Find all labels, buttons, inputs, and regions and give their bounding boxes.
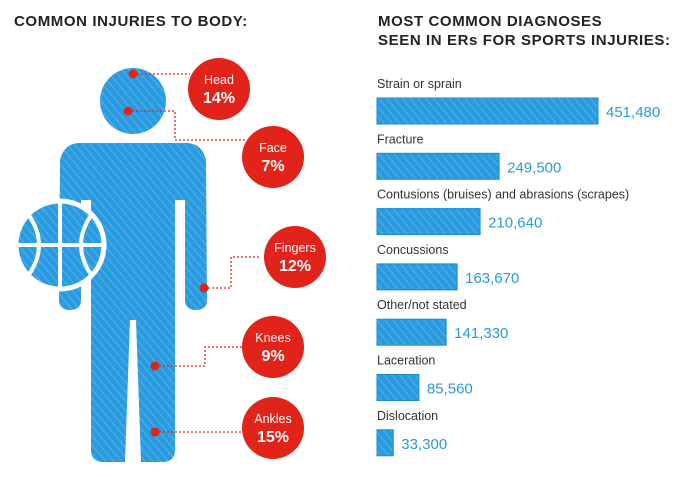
bar	[376, 429, 394, 457]
knees-badge-label: Knees	[255, 331, 290, 345]
bar-category-label: Dislocation	[377, 409, 438, 423]
ankles-badge: Ankles 15%	[242, 397, 304, 459]
head-badge-label: Head	[204, 73, 234, 87]
fingers-badge: Fingers 12%	[264, 226, 326, 288]
ankles-marker	[150, 427, 160, 437]
body-injuries-title: COMMON INJURIES TO BODY:	[14, 13, 248, 30]
knees-badge-percent: 9%	[261, 348, 284, 365]
bar	[376, 374, 420, 401]
injury-connectors	[128, 73, 260, 433]
bar-category-label: Other/not stated	[377, 298, 467, 312]
face-badge: Face 7%	[242, 126, 304, 188]
bar-value-label: 163,670	[465, 270, 519, 287]
bar	[376, 263, 458, 291]
bar-value-label: 249,500	[507, 159, 561, 176]
bar	[376, 208, 481, 236]
knees-marker	[150, 361, 160, 371]
bar	[376, 152, 500, 180]
bar-category-label: Contusions (bruises) and abrasions (scra…	[377, 188, 629, 202]
ankles-badge-label: Ankles	[254, 412, 292, 426]
fingers-marker	[199, 283, 209, 293]
bar-category-label: Laceration	[377, 354, 435, 368]
diagnoses-title-line-1: MOST COMMON DIAGNOSES	[378, 13, 603, 30]
fingers-badge-percent: 12%	[279, 258, 311, 275]
bar	[376, 318, 447, 346]
diagnoses-title-line-2: SEEN IN ERs FOR SPORTS INJURIES:	[378, 32, 671, 49]
basketball-icon	[13, 198, 107, 292]
head-marker	[128, 69, 138, 79]
face-badge-label: Face	[259, 141, 287, 155]
diagnoses-bar-chart: Strain or sprain 451,480 Fracture 249,500 Co…	[376, 77, 660, 457]
bar-value-label: 85,560	[427, 381, 473, 398]
face-marker	[123, 106, 133, 116]
bar	[376, 97, 599, 125]
fingers-badge-label: Fingers	[274, 241, 316, 255]
bar-value-label: 210,640	[488, 215, 542, 232]
knees-badge: Knees 9%	[242, 316, 304, 378]
bar-value-label: 33,300	[401, 436, 447, 453]
bar-category-label: Fracture	[377, 132, 424, 146]
ankles-badge-percent: 15%	[257, 429, 289, 446]
body-figure-graphic: Head 14% Face 7% Fingers 12% Knees 9% Ankles 15%	[13, 58, 326, 462]
diagnoses-title: MOST COMMON DIAGNOSES SEEN IN ERs FOR SP…	[378, 12, 698, 50]
bar-category-label: Strain or sprain	[377, 77, 462, 91]
bar-category-label: Concussions	[377, 243, 449, 257]
bar-value-label: 141,330	[454, 325, 508, 342]
head-badge-percent: 14%	[203, 90, 235, 107]
bar-value-label: 451,480	[606, 104, 660, 121]
head-badge: Head 14%	[188, 58, 250, 120]
face-badge-percent: 7%	[261, 158, 284, 175]
